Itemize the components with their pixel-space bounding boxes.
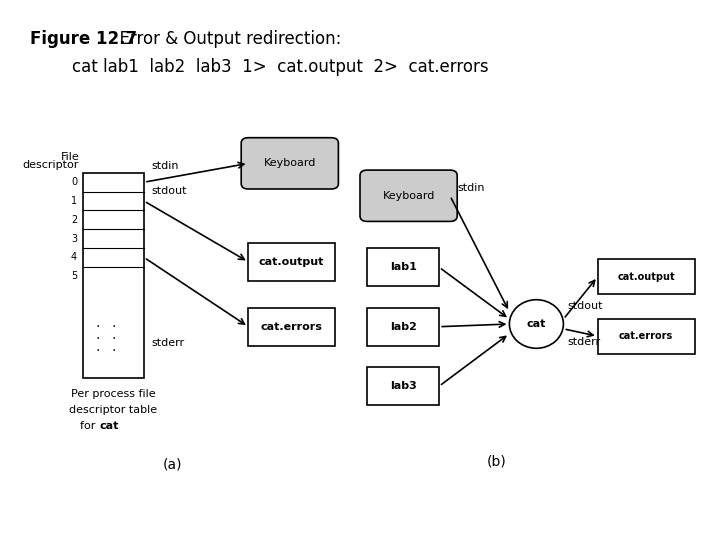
Text: stdin: stdin xyxy=(151,161,179,171)
Text: 3: 3 xyxy=(71,234,77,244)
Text: descriptor: descriptor xyxy=(23,160,79,170)
Text: Figure 12.7: Figure 12.7 xyxy=(30,30,138,48)
Bar xyxy=(367,248,439,286)
Text: cat: cat xyxy=(527,319,546,329)
Text: .: . xyxy=(111,340,116,354)
Text: lab2: lab2 xyxy=(390,322,417,332)
Text: lab1: lab1 xyxy=(390,262,417,272)
Bar xyxy=(248,308,335,346)
Text: cat.errors: cat.errors xyxy=(261,322,323,332)
Text: .: . xyxy=(111,315,116,329)
Text: 1: 1 xyxy=(71,196,77,206)
Text: cat.output: cat.output xyxy=(617,272,675,282)
FancyBboxPatch shape xyxy=(241,138,338,189)
Text: Keyboard: Keyboard xyxy=(382,191,435,201)
Text: .: . xyxy=(111,328,116,342)
Bar xyxy=(367,308,439,346)
Bar xyxy=(598,319,695,354)
Bar xyxy=(598,259,695,294)
Text: Keyboard: Keyboard xyxy=(264,158,316,168)
Text: Error & Output redirection:: Error & Output redirection: xyxy=(109,30,341,48)
Text: Per process file: Per process file xyxy=(71,389,156,399)
Text: 5: 5 xyxy=(71,271,77,281)
Text: 4: 4 xyxy=(71,252,77,262)
Text: 0: 0 xyxy=(71,177,77,187)
Bar xyxy=(83,173,144,378)
Text: (b): (b) xyxy=(487,455,507,469)
Bar xyxy=(367,367,439,405)
Text: .: . xyxy=(95,315,99,329)
Text: stdin: stdin xyxy=(457,183,485,193)
Text: File: File xyxy=(60,152,79,162)
Text: stdout: stdout xyxy=(151,186,186,195)
Text: stdout: stdout xyxy=(567,301,603,311)
FancyBboxPatch shape xyxy=(360,170,457,221)
Text: stderr: stderr xyxy=(151,338,184,348)
Text: .: . xyxy=(95,340,99,354)
Bar xyxy=(248,243,335,281)
Text: cat.output: cat.output xyxy=(259,257,324,267)
Text: descriptor table: descriptor table xyxy=(69,405,158,415)
Text: lab3: lab3 xyxy=(390,381,417,391)
Text: for: for xyxy=(80,421,99,431)
Text: cat: cat xyxy=(99,421,118,431)
Text: cat lab1  lab2  lab3  1>  cat.output  2>  cat.errors: cat lab1 lab2 lab3 1> cat.output 2> cat.… xyxy=(30,58,489,76)
Text: .: . xyxy=(95,328,99,342)
Text: (a): (a) xyxy=(163,457,183,471)
Ellipse shape xyxy=(510,300,563,348)
Text: stderr: stderr xyxy=(567,337,600,347)
Text: 2: 2 xyxy=(71,215,77,225)
Text: cat.errors: cat.errors xyxy=(619,331,673,341)
